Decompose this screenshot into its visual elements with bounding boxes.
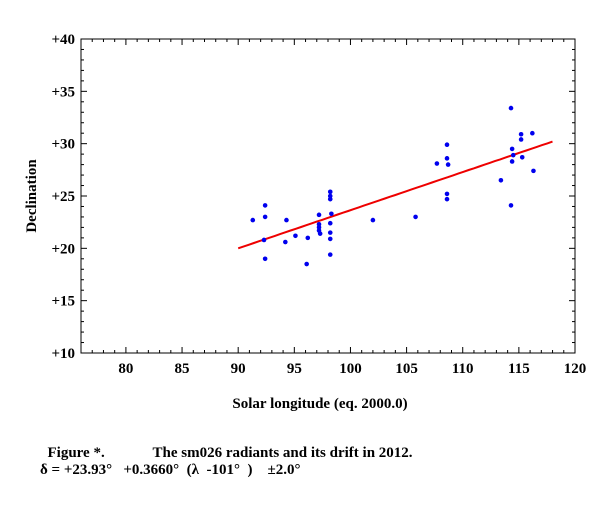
radiant-point xyxy=(327,189,333,195)
radiant-point xyxy=(531,168,536,174)
radiant-point xyxy=(530,130,535,136)
radiant-point xyxy=(250,217,256,223)
y-tick-label: +35 xyxy=(51,84,75,100)
y-tick-label: +30 xyxy=(51,137,75,153)
radiant-point xyxy=(327,220,333,226)
figure-caption: Figure *. The sm026 radiants and its drif… xyxy=(40,428,413,462)
y-axis-title: Declination xyxy=(24,159,40,233)
tick-labels: 80 85 90 95 100 105 110 115 120 +10 +15 +20 +25 +30 +3… xyxy=(51,32,586,377)
x-tick-label: 85 xyxy=(175,361,190,377)
y-tick-label: +25 xyxy=(51,189,75,205)
ticks xyxy=(80,39,575,353)
radiant-point xyxy=(434,161,440,166)
x-tick-label: 110 xyxy=(452,361,474,377)
radiant-point xyxy=(327,236,333,242)
radiant-point xyxy=(518,137,524,142)
y-tick-label: +40 xyxy=(51,32,75,48)
y-tick-label: +20 xyxy=(51,241,75,257)
radiant-point xyxy=(327,230,333,235)
radiant-point xyxy=(444,191,450,197)
radiant-points xyxy=(250,105,536,267)
x-tick-label: 105 xyxy=(395,361,418,377)
radiant-point xyxy=(284,217,289,223)
radiant-point xyxy=(498,178,504,183)
radiant-point xyxy=(304,261,309,267)
radiant-point xyxy=(509,146,515,152)
radiant-point xyxy=(293,233,298,239)
radiant-point xyxy=(518,131,524,137)
x-tick-label: 120 xyxy=(564,361,587,377)
radiant-point xyxy=(508,203,514,208)
figure-text: The sm026 radiants and its drift in 2012… xyxy=(152,445,413,461)
x-tick-label: 80 xyxy=(118,361,133,377)
chart: 80 85 90 95 100 105 110 115 120 +10 +15 +20 +25 +30 +3… xyxy=(24,32,586,412)
radiant-point xyxy=(445,162,451,167)
figure-label: Figure *. xyxy=(47,445,105,461)
radiant-point xyxy=(508,105,514,111)
x-tick-label: 90 xyxy=(231,361,246,377)
drift-line xyxy=(237,140,553,250)
x-tick-label: 95 xyxy=(287,361,302,377)
radiant-point xyxy=(262,256,268,262)
x-axis-title: Solar longitude (eq. 2000.0) xyxy=(232,396,407,412)
x-tick-label: 115 xyxy=(508,361,530,377)
radiant-point xyxy=(316,212,322,218)
radiant-point xyxy=(413,214,418,220)
radiant-point xyxy=(261,237,267,243)
radiant-point xyxy=(327,196,333,202)
radiant-point xyxy=(370,217,376,223)
radiant-point xyxy=(305,235,311,241)
radiant-point xyxy=(444,156,450,161)
drift-line-group xyxy=(237,140,553,250)
radiant-point xyxy=(444,142,450,148)
radiant-point xyxy=(329,211,334,217)
y-tick-label: +10 xyxy=(51,346,75,362)
radiant-point xyxy=(444,196,450,202)
radiant-point xyxy=(262,214,268,220)
radiant-point xyxy=(509,159,515,164)
radiant-point xyxy=(327,252,333,257)
y-tick-label: +15 xyxy=(51,294,75,310)
radiant-point xyxy=(283,239,288,245)
radiant-point xyxy=(510,152,516,158)
x-tick-label: 100 xyxy=(339,361,362,377)
radiant-point xyxy=(262,203,268,208)
radiant-point xyxy=(519,154,525,160)
drift-formula: δ = +23.93° +0.3660° (λ -101° ) ±2.0° xyxy=(40,462,301,478)
radiant-point xyxy=(317,231,323,236)
